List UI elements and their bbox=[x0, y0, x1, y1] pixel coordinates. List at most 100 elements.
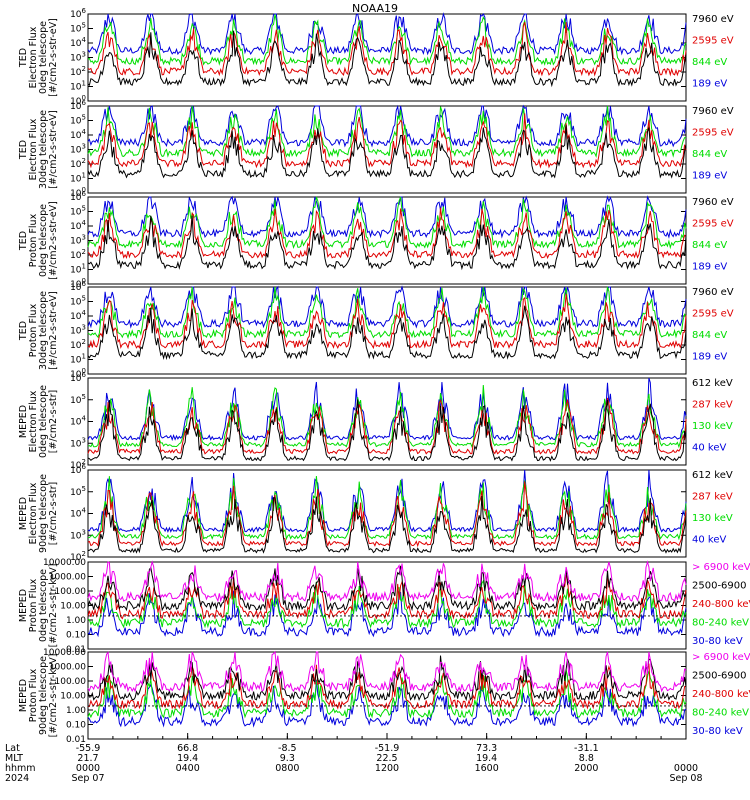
x-tick-label: 73.3 bbox=[476, 743, 497, 754]
series-line bbox=[87, 207, 687, 260]
y-axis-title-line: Proton Flux bbox=[28, 213, 39, 267]
y-tick-label: 103 bbox=[70, 436, 86, 449]
x-tick-label: 66.8 bbox=[177, 743, 198, 754]
series-line bbox=[87, 14, 687, 67]
series-line bbox=[87, 650, 687, 693]
series-line bbox=[87, 293, 687, 350]
series-line bbox=[87, 475, 687, 541]
series-line bbox=[87, 399, 687, 462]
x-tick-label: Sep 08 bbox=[669, 773, 702, 784]
y-tick-label: 0.01 bbox=[66, 645, 86, 655]
y-axis-title-line: MEPED bbox=[18, 679, 29, 712]
y-axis-title-line: Electron Flux bbox=[28, 118, 39, 180]
x-tick-label: 0000 bbox=[76, 763, 100, 774]
y-tick-label: 102 bbox=[70, 458, 86, 471]
series-line bbox=[87, 579, 687, 629]
chart-title: NOAA19 bbox=[351, 2, 399, 15]
y-axis-title-line: [#/cm2-s-str] bbox=[48, 482, 59, 545]
legend-entry: 80-240 keV bbox=[692, 618, 749, 629]
y-axis-title-line: 90deg telescope bbox=[38, 656, 49, 735]
series-line bbox=[87, 113, 687, 169]
legend-entry: 80-240 keV bbox=[692, 708, 749, 719]
y-axis-title-line: 0deg telescope bbox=[38, 204, 49, 277]
y-tick-label: 103 bbox=[70, 143, 86, 156]
series-line bbox=[87, 215, 687, 271]
y-axis-title-line: TED bbox=[18, 231, 29, 251]
series-line bbox=[87, 196, 687, 250]
y-tick-label: 104 bbox=[70, 219, 86, 232]
y-tick-label: 102 bbox=[70, 248, 86, 261]
legend-entry: 130 keV bbox=[692, 421, 733, 432]
x-tick-label: 19.4 bbox=[476, 753, 497, 764]
series-line bbox=[87, 22, 687, 77]
series-line bbox=[87, 397, 687, 455]
series-line bbox=[87, 565, 687, 612]
panel-frame bbox=[87, 105, 687, 194]
y-tick-label: 103 bbox=[70, 528, 86, 541]
series-line bbox=[87, 305, 687, 361]
x-tick-label: 8.8 bbox=[579, 753, 594, 764]
y-axis-title-line: TED bbox=[18, 321, 29, 341]
y-axis-title-line: [#/cm2-s-str-keV] bbox=[48, 654, 59, 738]
series-line bbox=[87, 105, 686, 159]
x-row-label: MLT bbox=[5, 753, 23, 764]
y-axis-title-line: Electron Flux bbox=[28, 482, 39, 544]
legend-entry: 7960 eV bbox=[692, 14, 734, 25]
series-line bbox=[87, 655, 687, 702]
series-line bbox=[87, 679, 687, 728]
legend-entry: > 6900 keV bbox=[692, 652, 750, 663]
y-tick-label: 105 bbox=[70, 295, 86, 308]
y-axis-title-line: [#/cm2-s-str-eV] bbox=[48, 18, 59, 97]
y-axis-title-line: Electron Flux bbox=[28, 390, 39, 452]
panel-frame bbox=[87, 196, 687, 285]
x-tick-label: 0800 bbox=[275, 763, 299, 774]
series-line bbox=[87, 30, 687, 88]
y-tick-label: 10000.00 bbox=[43, 558, 86, 568]
series-line bbox=[87, 195, 687, 239]
y-tick-label: 0.10 bbox=[66, 721, 86, 731]
x-tick-label: 1600 bbox=[475, 763, 499, 774]
y-tick-label: 10000.00 bbox=[43, 648, 86, 658]
x-tick-label: 22.5 bbox=[376, 753, 397, 764]
legend-entry: 2595 eV bbox=[692, 309, 734, 320]
x-tick-label: -8.5 bbox=[278, 743, 297, 754]
legend-entry: 2595 eV bbox=[692, 128, 734, 139]
y-axis-title-line: 90deg telescope bbox=[38, 474, 49, 553]
y-axis-title: MEPED Proton Flux 90deg telescope [#/cm2-s-… bbox=[18, 654, 59, 738]
y-tick-label: 101 bbox=[70, 353, 86, 366]
y-tick-label: 102 bbox=[70, 157, 86, 170]
y-tick-label: 104 bbox=[70, 128, 86, 141]
legend-entry: 2500-6900 bbox=[692, 671, 747, 682]
x-tick-label: -55.9 bbox=[76, 743, 101, 754]
y-tick-label: 10.00 bbox=[60, 692, 86, 702]
y-axis-title-line: Proton Flux bbox=[28, 303, 39, 357]
series-line bbox=[87, 590, 687, 638]
series-line bbox=[87, 663, 686, 710]
y-tick-label: 103 bbox=[70, 324, 86, 337]
y-tick-label: 100 bbox=[70, 94, 86, 107]
y-axis-title-line: Proton Flux bbox=[28, 668, 39, 722]
y-tick-label: 105 bbox=[70, 22, 86, 35]
y-tick-label: 104 bbox=[70, 36, 86, 49]
y-axis-title-line: 0deg telescope bbox=[38, 21, 49, 94]
y-axis-title: MEPED Electron Flux 0deg telescope [#/cm2-s… bbox=[18, 385, 59, 458]
y-tick-label: 101 bbox=[70, 172, 86, 185]
y-tick-label: 105 bbox=[70, 114, 86, 127]
y-tick-label: 101 bbox=[70, 263, 86, 276]
legend-entry: 240-800 keV bbox=[692, 689, 750, 700]
y-axis-title-line: Electron Flux bbox=[28, 26, 39, 88]
y-axis-title-line: TED bbox=[18, 140, 29, 160]
series-line bbox=[87, 285, 687, 329]
y-axis-title-line: Proton Flux bbox=[28, 578, 39, 632]
y-tick-label: 100 bbox=[70, 367, 86, 380]
x-tick-label: 0000 bbox=[674, 763, 698, 774]
legend-entry: 612 keV bbox=[692, 470, 733, 481]
y-tick-label: 102 bbox=[70, 550, 86, 563]
legend-entry: 2595 eV bbox=[692, 219, 734, 230]
legend-entry: 189 eV bbox=[692, 262, 727, 273]
legend-entry: 844 eV bbox=[692, 149, 727, 160]
legend-entry: 844 eV bbox=[692, 240, 727, 251]
legend-entry: 2595 eV bbox=[692, 36, 734, 47]
y-axis-title-line: [#/cm2-s-str-eV] bbox=[48, 291, 59, 370]
y-axis-title-line: TED bbox=[18, 48, 29, 68]
